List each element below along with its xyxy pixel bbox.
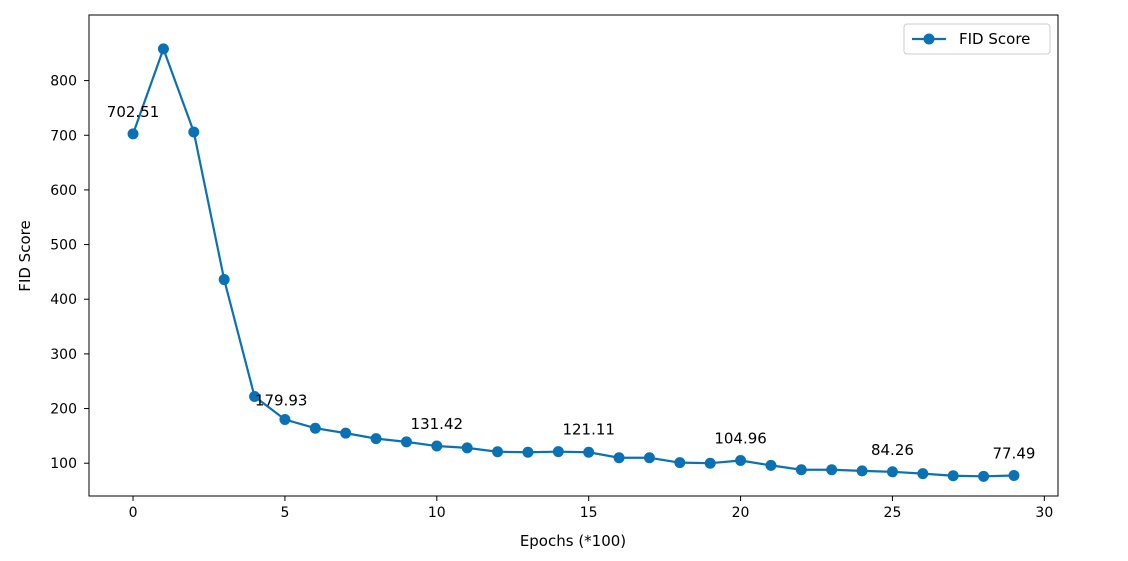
x-axis-ticks: 0 5 10 15 20 25 30 <box>129 496 1053 521</box>
fid-score-point <box>826 464 838 476</box>
legend-label-fid-score: FID Score <box>959 30 1030 48</box>
fid-score-point <box>735 454 747 466</box>
legend-marker-swatch <box>923 33 935 45</box>
x-tick-label: 25 <box>884 505 902 521</box>
y-tick-label: 200 <box>50 402 77 418</box>
fid-score-point <box>188 126 200 138</box>
fid-score-point <box>157 43 169 55</box>
fid-score-point <box>613 452 625 464</box>
legend: FID Score <box>903 23 1051 55</box>
y-axis-label: FID Score <box>16 220 34 291</box>
fid-score-point <box>552 446 564 458</box>
fid-score-point <box>127 128 139 140</box>
data-label: 84.26 <box>871 441 914 459</box>
fid-score-point <box>340 427 352 439</box>
data-label: 702.51 <box>107 103 160 121</box>
fid-score-point <box>886 466 898 478</box>
fid-score-markers <box>127 43 1020 482</box>
fid-score-point <box>492 446 504 458</box>
fid-score-point <box>947 470 959 482</box>
y-tick-label: 700 <box>50 128 77 144</box>
y-tick-label: 300 <box>50 347 77 363</box>
fid-score-point <box>400 436 412 448</box>
fid-score-point <box>522 446 534 458</box>
plot-area-group: 0 5 10 15 20 25 30 100 200 300 400 500 600 700 800 70… <box>50 14 1059 521</box>
x-axis-label: Epochs (*100) <box>520 532 626 550</box>
fid-score-point <box>917 468 929 480</box>
fid-score-point <box>583 446 595 458</box>
fid-score-point <box>674 457 686 469</box>
fid-score-point <box>279 414 291 426</box>
y-tick-label: 800 <box>50 74 77 90</box>
plot-frame <box>88 14 1059 497</box>
x-tick-label: 15 <box>580 505 598 521</box>
y-axis-ticks: 100 200 300 400 500 600 700 800 <box>50 74 89 472</box>
fid-score-point <box>856 465 868 477</box>
x-tick-label: 20 <box>732 505 750 521</box>
fid-score-point <box>643 452 655 464</box>
x-tick-label: 30 <box>1035 505 1053 521</box>
fid-score-point <box>704 457 716 469</box>
fid-score-point <box>249 391 261 403</box>
data-label: 77.49 <box>992 445 1035 463</box>
fid-score-point <box>309 422 321 434</box>
fid-score-point <box>218 274 230 286</box>
y-tick-label: 600 <box>50 183 77 199</box>
data-label: 121.11 <box>562 421 615 439</box>
y-tick-label: 400 <box>50 292 77 308</box>
data-label: 104.96 <box>714 429 767 447</box>
fid-score-point <box>1008 470 1020 482</box>
data-label: 131.42 <box>411 415 464 433</box>
fid-score-point <box>461 442 473 454</box>
x-tick-label: 5 <box>280 505 289 521</box>
x-tick-label: 0 <box>129 505 138 521</box>
legend-box <box>903 23 1051 55</box>
fid-score-point <box>795 464 807 476</box>
data-labels: 702.51 179.93 131.42 121.11 104.96 84.26 77.49 <box>107 103 1036 463</box>
fid-score-point <box>765 459 777 471</box>
data-label: 179.93 <box>255 392 308 410</box>
y-tick-label: 100 <box>50 456 77 472</box>
fid-score-point <box>978 470 990 482</box>
fid-score-point <box>370 433 382 445</box>
y-tick-label: 500 <box>50 238 77 254</box>
fid-score-point <box>431 440 443 452</box>
x-tick-label: 10 <box>428 505 446 521</box>
